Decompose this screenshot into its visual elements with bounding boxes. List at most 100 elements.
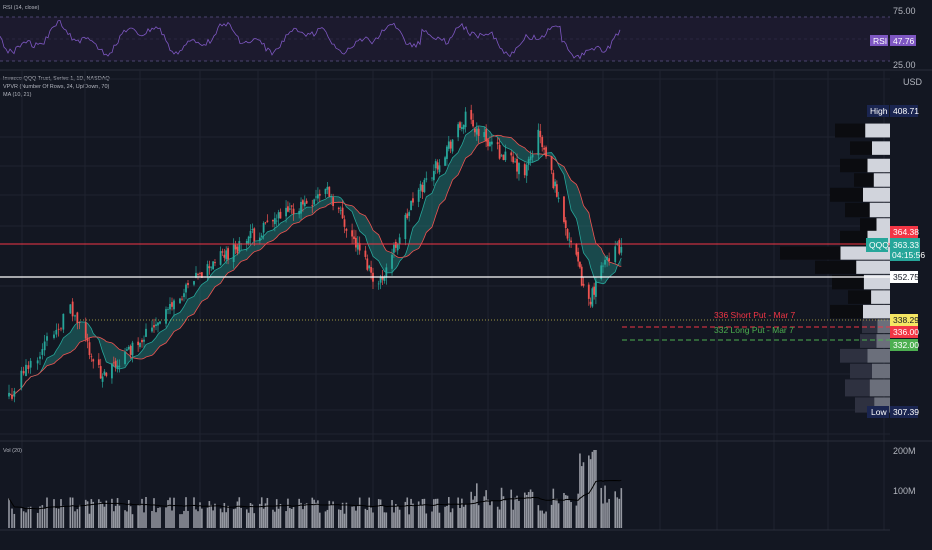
candle — [579, 261, 581, 269]
candle-body — [591, 288, 594, 307]
candle-body — [183, 293, 185, 298]
candle — [425, 171, 428, 183]
volume-bar — [249, 502, 252, 528]
volume-bar — [512, 509, 514, 528]
candle — [366, 254, 369, 272]
candle-body — [438, 165, 441, 173]
candle — [236, 244, 239, 256]
volume-bar — [13, 513, 16, 528]
volume-bar — [298, 498, 300, 528]
candle — [266, 214, 269, 223]
candle — [591, 286, 594, 308]
volume-bar — [566, 495, 569, 528]
volume-tick-200m: 200M — [893, 446, 916, 456]
candle — [337, 206, 340, 214]
volume-bar — [564, 495, 567, 528]
candle — [208, 260, 211, 275]
candle-body — [266, 220, 269, 222]
candle — [258, 232, 261, 245]
profile-row-dark-5 — [845, 202, 870, 218]
candle — [69, 304, 72, 314]
candle — [193, 280, 195, 287]
candle-body — [358, 243, 361, 251]
candle — [185, 282, 187, 300]
candle — [470, 104, 473, 125]
volume-bar — [604, 485, 606, 528]
low-label-bg — [867, 406, 889, 418]
candle — [173, 298, 175, 317]
candle-body — [84, 322, 87, 339]
symbol-badge: QQQ — [869, 240, 889, 250]
candle-body — [22, 371, 25, 374]
candle-body — [425, 178, 428, 180]
candle-body — [53, 334, 55, 338]
profile-row-light-4 — [863, 187, 890, 202]
candle-body — [485, 129, 488, 142]
candle-body — [326, 186, 329, 190]
candle-body — [504, 151, 507, 161]
volume-bar — [448, 497, 450, 528]
candle-body — [490, 141, 493, 145]
volume-bar — [485, 490, 487, 528]
candle-body — [449, 141, 452, 149]
candle — [179, 297, 181, 304]
candle-body — [199, 273, 201, 274]
profile-row-dark-1 — [850, 141, 872, 155]
volume-bar — [461, 498, 463, 528]
candle — [157, 321, 159, 333]
candle-body — [258, 237, 261, 241]
high-label: High — [870, 106, 888, 116]
volume-bar — [366, 510, 369, 528]
candle — [324, 188, 327, 198]
vpvr-info: VPVR (Number Of Rows, 24, Up/Down, 70) — [3, 84, 110, 90]
profile-row-light-10 — [863, 274, 890, 290]
volume-bar — [550, 504, 553, 528]
candle — [356, 236, 359, 255]
volume-bar — [502, 496, 505, 528]
volume-bar — [277, 508, 280, 528]
candle — [165, 306, 167, 328]
candle-body — [537, 129, 540, 156]
candle-body — [383, 276, 386, 281]
volume-bar — [464, 504, 467, 528]
volume-bar — [225, 512, 227, 528]
candle — [305, 198, 308, 205]
candle-body — [436, 162, 439, 170]
volume-bar — [462, 506, 465, 528]
candle-body — [498, 145, 501, 159]
candle — [131, 340, 134, 363]
volume-bar — [272, 509, 274, 528]
profile-row-light-6 — [876, 218, 890, 234]
candle — [116, 359, 119, 373]
volume-bar — [57, 508, 60, 528]
candle-body — [370, 267, 372, 273]
volume-bar — [446, 505, 448, 528]
candle — [199, 271, 201, 277]
candle-body — [114, 360, 117, 367]
candle — [285, 200, 287, 223]
candle-body — [580, 266, 583, 286]
candle — [311, 199, 314, 214]
volume-bar — [55, 508, 58, 528]
volume-bar — [514, 497, 516, 528]
candle-body — [139, 342, 141, 347]
candle-body — [324, 188, 327, 194]
candle — [8, 384, 10, 400]
candle-body — [105, 372, 108, 376]
volume-bar — [379, 499, 382, 528]
volume-bar — [27, 507, 30, 528]
candle-body — [394, 241, 397, 248]
candle — [545, 145, 547, 159]
volume-bar — [84, 499, 87, 528]
volume-bar — [477, 505, 480, 528]
volume-bar — [385, 512, 388, 528]
candle-body — [43, 341, 46, 351]
volume-bar — [338, 509, 340, 528]
ma-info: MA (10, 21) — [3, 92, 32, 98]
candle-body — [351, 230, 353, 237]
candle — [580, 264, 583, 287]
volume-bar — [554, 498, 556, 528]
candle — [126, 346, 128, 352]
volume-profile — [780, 123, 890, 413]
